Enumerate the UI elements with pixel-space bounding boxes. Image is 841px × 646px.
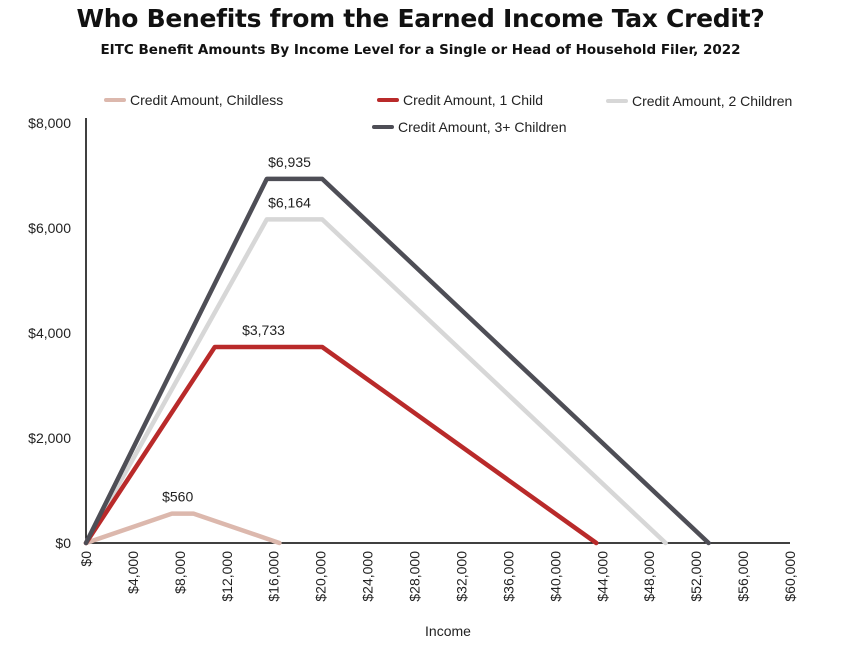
y-tick-label: $0 — [55, 535, 71, 551]
x-tick-label: $48,000 — [641, 551, 657, 602]
peak-data-label: $3,733 — [242, 322, 285, 338]
x-tick-label: $16,000 — [266, 551, 282, 602]
y-tick-label: $6,000 — [28, 220, 71, 236]
legend-swatch-1-child — [377, 98, 399, 102]
x-tick-label: $40,000 — [547, 551, 563, 602]
legend-item-1-child: Credit Amount, 1 Child — [377, 92, 543, 108]
x-tick-label: $24,000 — [360, 551, 376, 602]
peak-data-label: $560 — [162, 489, 193, 505]
series-line-credit-amount-1-child — [83, 344, 599, 546]
chart-subtitle: EITC Benefit Amounts By Income Level for… — [100, 42, 741, 58]
legend-label-3-children: Credit Amount, 3+ Children — [398, 119, 567, 135]
legend-label-childless: Credit Amount, Childless — [130, 92, 284, 108]
chart-title: Who Benefits from the Earned Income Tax … — [76, 4, 765, 33]
x-tick-label: $56,000 — [735, 551, 751, 602]
x-tick-label: $12,000 — [219, 551, 235, 602]
legend-swatch-3-children — [372, 125, 394, 129]
x-tick-label: $32,000 — [453, 551, 469, 602]
x-tick-label: $28,000 — [407, 551, 423, 602]
y-tick-label: $8,000 — [28, 115, 71, 131]
x-tick-label: $0 — [78, 551, 94, 567]
x-tick-label: $8,000 — [172, 551, 188, 594]
x-tick-label: $52,000 — [688, 551, 704, 602]
x-tick-label: $36,000 — [500, 551, 516, 602]
x-tick-label: $60,000 — [782, 551, 798, 602]
legend-swatch-2-children — [606, 99, 628, 103]
legend-item-3-children: Credit Amount, 3+ Children — [372, 119, 566, 135]
legend-label-2-children: Credit Amount, 2 Children — [632, 93, 793, 109]
legend-label-1-child: Credit Amount, 1 Child — [403, 92, 544, 108]
peak-data-label: $6,935 — [268, 154, 311, 170]
y-tick-label: $2,000 — [28, 430, 71, 446]
series-line-credit-amount-2-children — [83, 217, 668, 546]
legend-item-2-children: Credit Amount, 2 Children — [606, 93, 792, 109]
x-tick-label: $20,000 — [313, 551, 329, 602]
x-axis-title: Income — [425, 623, 471, 639]
x-tick-label: $4,000 — [125, 551, 141, 594]
peak-data-label: $6,164 — [268, 194, 311, 210]
series-line-credit-amount-childless — [83, 511, 282, 546]
y-tick-label: $4,000 — [28, 325, 71, 341]
series-line-credit-amount-3-children — [83, 176, 711, 546]
legend-item-childless: Credit Amount, Childless — [104, 92, 283, 108]
legend-swatch-childless — [104, 98, 126, 102]
x-tick-label: $44,000 — [594, 551, 610, 602]
